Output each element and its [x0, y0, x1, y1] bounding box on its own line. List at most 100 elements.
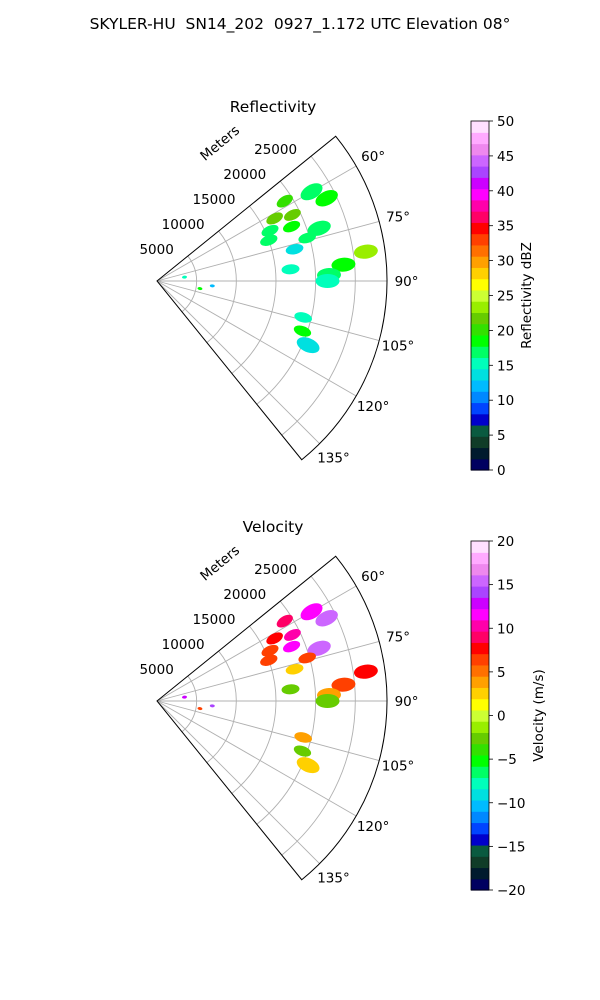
echo-cell [331, 257, 356, 272]
azimuth-tick-label: 75° [386, 629, 410, 645]
colorbar-segment [471, 121, 489, 133]
colorbar-tick-label: 20 [497, 323, 514, 339]
panel-title: Velocity [243, 518, 304, 536]
range-tick-label: 5000 [139, 662, 173, 678]
colorbar-segment [471, 233, 489, 246]
azimuth-tick-label: 105° [382, 339, 415, 355]
echo-cell [353, 244, 378, 259]
colorbar-segment [471, 754, 489, 767]
azimuth-tick-label: 60° [361, 569, 385, 585]
colorbar-segment [471, 177, 489, 190]
colorbar-segment [471, 413, 489, 426]
echo-cell [276, 614, 293, 628]
azimuth-tick-label: 120° [357, 819, 390, 835]
colorbar-tick-label: −15 [497, 839, 526, 855]
colorbar-segment [471, 278, 489, 291]
colorbar-segment [471, 732, 489, 745]
echo-cell [283, 640, 301, 653]
colorbar-segment [471, 619, 489, 632]
echo-cell [294, 312, 313, 323]
colorbar-segment [471, 357, 489, 370]
range-tick-label: 20000 [223, 587, 266, 603]
echo-cell [209, 704, 215, 708]
echo-cell [293, 745, 312, 757]
echo-cell [284, 208, 301, 221]
echo-cell [266, 212, 283, 225]
echo-cell [197, 707, 203, 711]
colorbar-segment [471, 743, 489, 756]
echo-cell [315, 190, 338, 207]
colorbar-segment [471, 788, 489, 801]
echo-cell [315, 274, 340, 288]
echo-cell [182, 275, 187, 279]
range-ring [181, 675, 198, 733]
colorbar-segment [471, 822, 489, 835]
echo-cell [294, 732, 313, 743]
colorbar-segment [471, 608, 489, 621]
colorbar-segment [471, 867, 489, 880]
range-tick-label: 10000 [162, 637, 205, 653]
colorbar-segment [471, 211, 489, 223]
echo-cell [298, 232, 316, 244]
colorbar-tick-label: −10 [497, 796, 526, 812]
azimuth-gridline [156, 700, 357, 817]
echo-cell [283, 220, 301, 233]
echo-cell [296, 337, 320, 354]
colorbar-segment [471, 687, 489, 700]
range-tick-label: 10000 [162, 217, 205, 233]
echo-cell [298, 652, 316, 664]
colorbar-segment [471, 424, 489, 437]
echo-cell [281, 684, 300, 695]
colorbar-segment [471, 166, 489, 178]
colorbar-tick-label: 10 [497, 621, 514, 637]
colorbar-segment [471, 653, 489, 666]
colorbar-tick-label: 50 [497, 114, 514, 130]
range-ring [206, 650, 237, 763]
reflectivity-colorbar: 0 5 10 15 20 25 30 35 40 45 50 Reflectivity dBZ [470, 114, 535, 479]
range-tick-label: 15000 [193, 612, 236, 628]
velocity-colorbar: −20 −15 −10 −5 0 5 10 15 20 Velocity (m/s) [470, 534, 547, 899]
echo-cell [260, 234, 278, 246]
echo-cell [261, 224, 279, 237]
colorbar-segment [471, 777, 489, 790]
colorbar-segment [471, 597, 489, 610]
echo-cell [197, 287, 203, 291]
colorbar-segment [471, 132, 489, 145]
colorbar-segment [471, 458, 489, 471]
azimuth-gridline [156, 165, 357, 282]
colorbar-segment [471, 199, 489, 212]
azimuth-tick-label: 105° [382, 759, 415, 775]
colorbar-segment [471, 323, 489, 336]
echo-cell [307, 220, 331, 236]
range-tick-label: 25000 [254, 562, 297, 578]
colorbar-tick-label: 0 [497, 709, 506, 725]
colorbar-segment [471, 563, 489, 576]
echo-cell [182, 695, 187, 699]
colorbar-segment [471, 256, 489, 268]
range-axis-label: Meters [197, 542, 243, 584]
colorbar-segment [471, 391, 489, 404]
colorbar-segment [471, 642, 489, 655]
azimuth-gridline [156, 280, 380, 341]
azimuth-gridline [156, 221, 380, 282]
colorbar-segment [471, 631, 489, 643]
colorbar-segment [471, 844, 489, 857]
echo-cell [293, 325, 312, 337]
colorbar-segment [471, 766, 489, 779]
azimuth-tick-label: 90° [395, 274, 419, 290]
echo-cell [260, 654, 278, 666]
echo-cell [353, 664, 378, 679]
echo-cell [266, 632, 283, 645]
azimuth-tick-label: 75° [386, 209, 410, 225]
azimuth-tick-label: 90° [395, 694, 419, 710]
colorbar-tick-label: 5 [497, 665, 506, 681]
colorbar-tick-label: 5 [497, 428, 506, 444]
echo-cell [281, 264, 300, 275]
range-ring [206, 230, 237, 343]
colorbar-label: Velocity (m/s) [531, 669, 547, 762]
echo-cell [296, 757, 320, 774]
echo-cell [331, 677, 356, 692]
colorbar-segment [471, 436, 489, 449]
colorbar-segment [471, 447, 489, 460]
azimuth-tick-label: 120° [357, 399, 390, 415]
